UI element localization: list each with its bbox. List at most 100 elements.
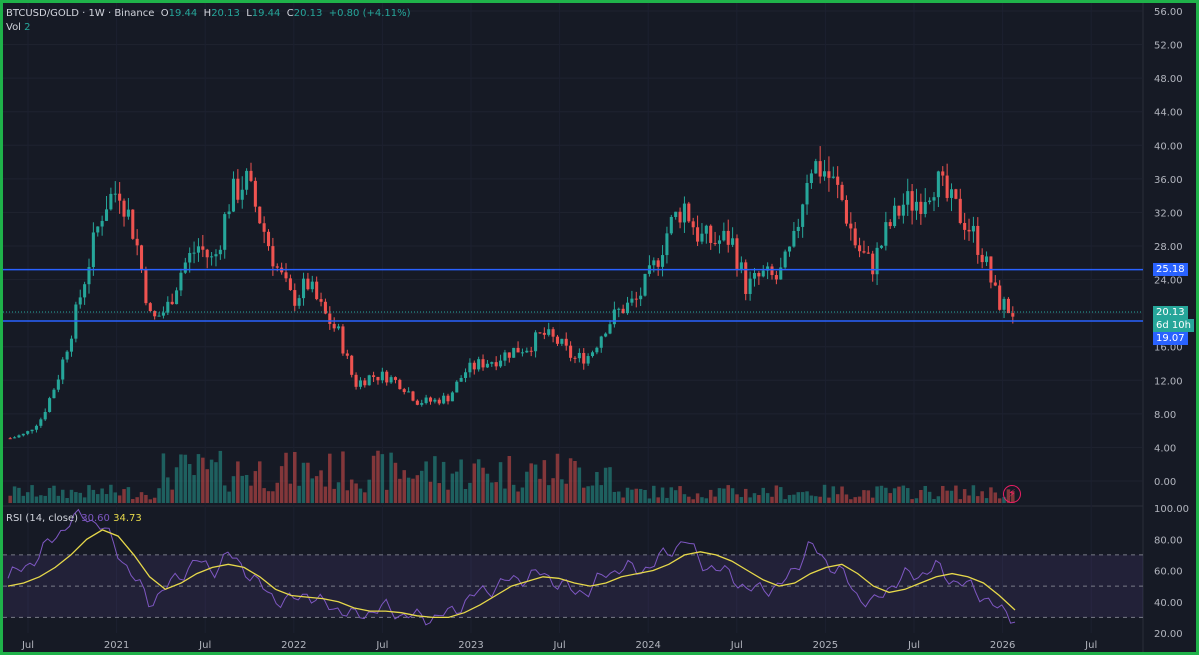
candle-body: [262, 223, 266, 232]
candle-body: [945, 175, 949, 198]
volume-bar: [358, 488, 363, 503]
candle-body: [323, 301, 327, 314]
candle-body: [354, 374, 358, 387]
time-tick-label: Jul: [375, 640, 388, 651]
candle-body: [941, 171, 945, 176]
volume-bar: [687, 496, 691, 503]
volume-bar: [104, 494, 109, 503]
volume-bar: [954, 485, 958, 503]
volume-bar: [568, 458, 573, 503]
candle-body: [875, 247, 879, 275]
volume-bar: [131, 499, 135, 503]
volume-bar: [538, 478, 542, 503]
candle-body: [188, 253, 192, 263]
volume-label[interactable]: Vol: [6, 22, 21, 33]
candle-body: [372, 375, 376, 377]
candle-body: [69, 338, 74, 352]
volume-bar: [835, 494, 840, 503]
candle-body: [144, 270, 148, 304]
volume-bar: [332, 488, 336, 503]
volume-bar: [109, 484, 113, 503]
volume-bar: [380, 454, 385, 503]
volume-bar: [406, 477, 411, 503]
rsi-tick-label: 80.00: [1154, 535, 1183, 546]
volume-bar: [967, 495, 971, 503]
candle-body: [731, 238, 735, 245]
rsi-tick-label: 60.00: [1154, 567, 1183, 578]
candle-body: [586, 356, 590, 364]
candle-body: [319, 299, 323, 302]
volume-bar: [222, 485, 227, 503]
time-tick-label: 2025: [813, 640, 838, 651]
volume-bar: [314, 476, 319, 503]
volume-bar: [958, 499, 963, 503]
candle-body: [582, 352, 586, 364]
candle-body: [573, 357, 577, 359]
candle-body: [380, 371, 384, 381]
symbol-legend: BTCUSD/GOLD · 1W · Binance O19.44 H20.13…: [6, 8, 411, 19]
candle-body: [485, 363, 489, 368]
volume-bar: [293, 451, 297, 503]
candle-body: [227, 211, 231, 215]
price-tick-label: 52.00: [1154, 41, 1183, 52]
volume-bar: [800, 492, 805, 503]
candle-body: [520, 352, 524, 354]
volume-bar: [564, 483, 568, 503]
candle-body: [393, 377, 398, 380]
candle-body: [958, 198, 962, 223]
candle-body: [726, 230, 730, 245]
volume-bar: [743, 488, 748, 503]
volume-bar: [12, 486, 17, 503]
volume-bar: [117, 495, 122, 503]
volume-bar: [888, 493, 892, 503]
lightning-icon[interactable]: ⚡: [1003, 485, 1021, 503]
volume-bar: [779, 487, 783, 503]
price-tick-label: 40.00: [1154, 141, 1183, 152]
volume-bar: [240, 475, 244, 503]
volume-bar: [700, 497, 704, 503]
volume-bar: [52, 485, 56, 503]
volume-bar: [47, 487, 52, 503]
candle-body: [310, 281, 314, 290]
volume-bar: [384, 489, 389, 503]
candle-body: [266, 231, 271, 247]
volume-bar: [761, 487, 766, 503]
symbol-label[interactable]: BTCUSD/GOLD · 1W · Binance: [6, 8, 155, 19]
candle-body: [564, 338, 568, 346]
volume-bar: [551, 478, 555, 503]
time-tick-label: 2024: [635, 640, 660, 651]
volume-bar: [770, 496, 774, 503]
candle-body: [507, 352, 511, 358]
candle-body: [223, 214, 227, 250]
time-tick-label: 2022: [281, 640, 306, 651]
candle-body: [599, 336, 603, 348]
chart-canvas[interactable]: 56.0052.0048.0044.0040.0036.0032.0028.00…: [3, 3, 1196, 652]
volume-bar: [157, 488, 161, 503]
price-tick-label: 4.00: [1154, 443, 1176, 454]
candle-body: [245, 170, 249, 190]
change-value: +0.80 (+4.11%): [328, 8, 411, 19]
volume-bar: [257, 461, 262, 503]
volume-bar: [997, 498, 1002, 503]
candle-body: [735, 238, 739, 271]
candle-body: [148, 303, 152, 312]
candle-body: [621, 308, 625, 314]
candle-body: [761, 270, 765, 277]
candle-body: [472, 362, 476, 370]
volume-bar: [25, 492, 30, 503]
candle-body: [866, 252, 870, 254]
candle-body: [8, 438, 12, 440]
volume-bar: [976, 496, 980, 503]
candle-body: [604, 333, 608, 337]
candle-body: [691, 221, 695, 228]
volume-bar: [244, 474, 249, 503]
volume-bar: [455, 471, 459, 503]
volume-bar: [100, 488, 104, 503]
candle-body: [275, 266, 279, 268]
candle-body: [179, 272, 183, 291]
candle-body: [21, 433, 25, 436]
volume-bar: [520, 487, 525, 503]
candle-body: [350, 355, 354, 375]
volume-value: 2: [24, 22, 31, 33]
rsi-label[interactable]: RSI (14, close): [6, 513, 79, 524]
